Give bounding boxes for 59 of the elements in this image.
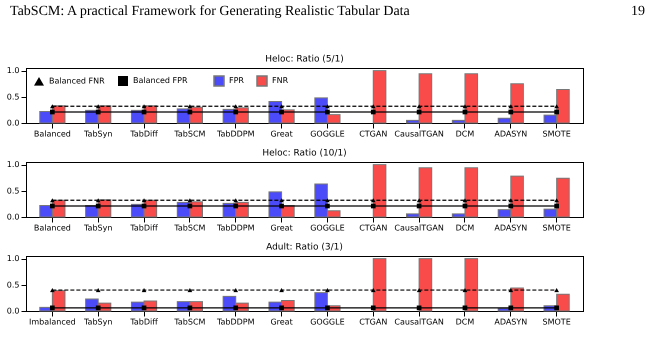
x-tick-label: Imbalanced: [28, 318, 76, 326]
x-tick-label: TabSyn: [82, 318, 112, 326]
x-tick-label: SMOTE: [542, 318, 571, 326]
x-tick-label: CTGAN: [359, 224, 388, 232]
chart-title: Heloc: Ratio (5/1): [265, 54, 344, 65]
x-tick-label: TabDDPM: [216, 224, 255, 232]
x-tick-label: SMOTE: [542, 224, 571, 232]
text: 19: [631, 4, 645, 21]
x-tick-label: CausalTGAN: [394, 318, 444, 326]
x-tick-label: Great: [270, 318, 293, 326]
legend-label: Balanced FPR: [133, 76, 188, 85]
x-tick-label: GOGGLE: [310, 130, 345, 138]
x-tick-label: ADASYN: [494, 224, 528, 232]
x-tick-label: GOGGLE: [310, 224, 345, 232]
x-tick-label: GOGGLE: [310, 318, 345, 326]
legend-label: FNR: [272, 76, 289, 85]
y-tick-label: 0.5: [6, 280, 20, 290]
x-tick-label: Great: [270, 224, 293, 232]
bar: [464, 258, 478, 312]
x-tick-label: TabSyn: [82, 130, 112, 138]
x-tick-label: ADASYN: [494, 130, 528, 138]
bar: [418, 258, 432, 312]
x-tick-label: TabSyn: [82, 224, 112, 232]
x-tick-label: CausalTGAN: [394, 130, 444, 138]
x-tick-label: Great: [270, 130, 293, 138]
x-tick-label: DCM: [456, 130, 474, 138]
x-tick-label: TabSCM: [173, 224, 206, 232]
x-tick-label: TabDiff: [129, 224, 158, 232]
bar: [372, 258, 386, 312]
text: TabSCM: A practical Framework for Generating Realistic Tabular Data: [10, 4, 410, 21]
y-tick-label: 0.5: [6, 186, 20, 196]
x-tick-label: DCM: [456, 318, 474, 326]
y-tick-label: 1.0: [6, 254, 20, 264]
chart-title: Heloc: Ratio (10/1): [262, 148, 347, 159]
x-tick-label: SMOTE: [542, 130, 571, 138]
bar: [372, 164, 386, 218]
x-tick-label: TabSCM: [173, 318, 206, 326]
x-tick-label: Balanced: [34, 130, 71, 138]
y-tick-label: 0.0: [6, 212, 20, 222]
x-tick-label: TabDiff: [129, 130, 158, 138]
x-tick-label: CTGAN: [359, 318, 388, 326]
chart-title: Adult: Ratio (3/1): [266, 242, 343, 253]
x-tick-label: TabDDPM: [216, 130, 255, 138]
y-tick-label: 1.0: [6, 160, 20, 170]
bar: [372, 70, 386, 124]
x-tick-label: TabDiff: [129, 318, 158, 326]
y-tick-label: 0.5: [6, 92, 20, 102]
x-tick-label: Balanced: [34, 224, 71, 232]
y-tick-label: 0.0: [6, 118, 20, 128]
y-tick-label: 1.0: [6, 66, 20, 76]
x-tick-label: DCM: [456, 224, 474, 232]
y-tick-label: 0.0: [6, 306, 20, 316]
legend-label: Balanced FNR: [49, 76, 106, 86]
x-tick-label: TabSCM: [173, 130, 206, 138]
x-tick-label: TabDDPM: [216, 318, 255, 326]
x-tick-label: CausalTGAN: [394, 224, 444, 232]
x-tick-label: ADASYN: [494, 318, 528, 326]
legend-label: FPR: [229, 76, 244, 85]
x-tick-label: CTGAN: [359, 130, 388, 138]
